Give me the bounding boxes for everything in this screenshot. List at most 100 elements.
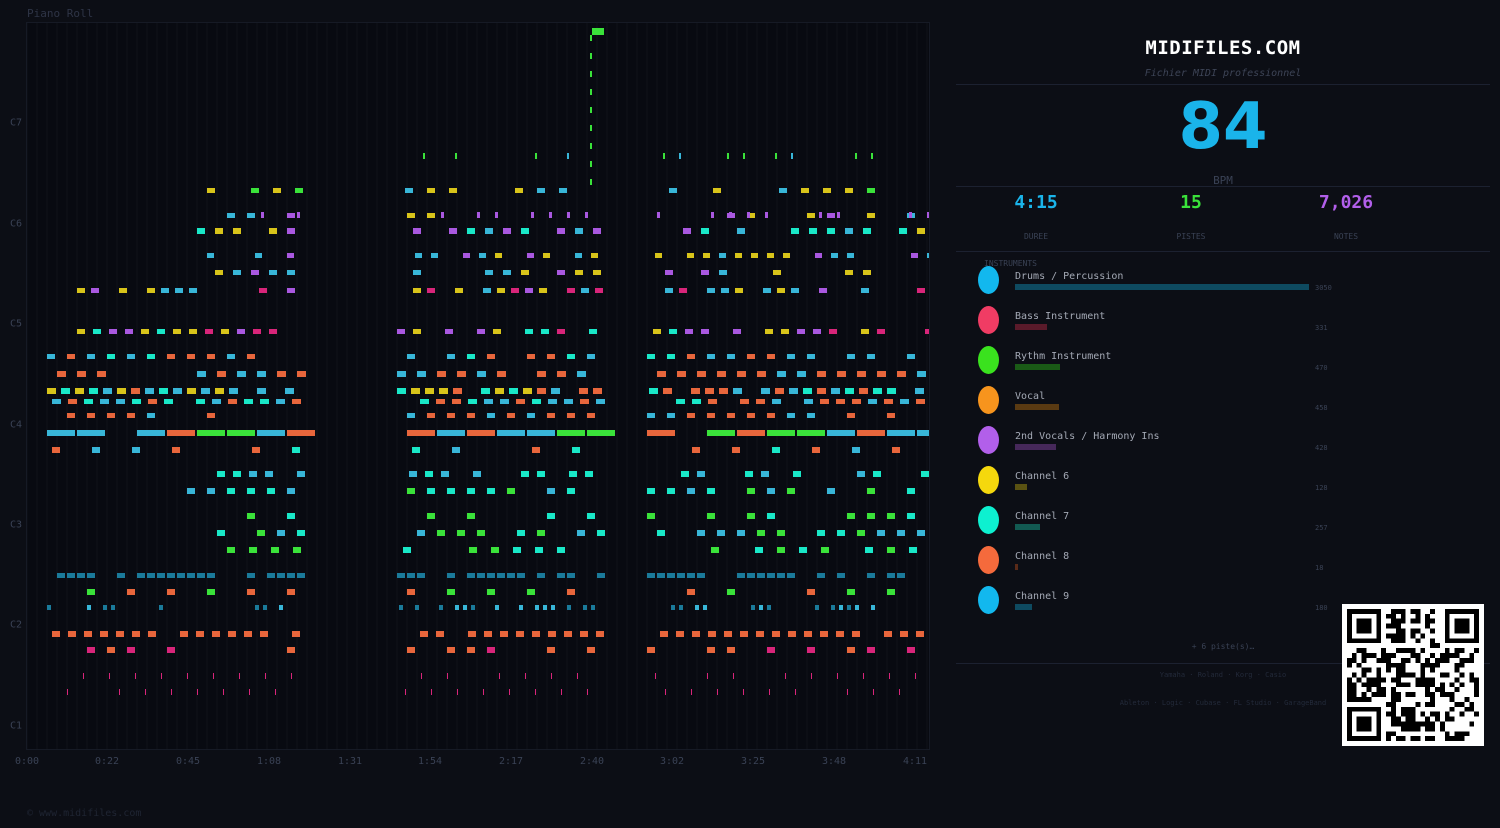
note (747, 413, 755, 418)
instrument-row: Channel 9 180 (978, 586, 1328, 626)
note (207, 589, 215, 595)
note (557, 371, 566, 377)
note (135, 673, 136, 679)
note (817, 573, 825, 578)
note (707, 430, 735, 436)
pitch-label: C5 (10, 318, 23, 330)
note (87, 589, 95, 595)
note (711, 547, 719, 553)
instrument-color-dot (978, 466, 999, 494)
note (449, 228, 457, 234)
note (453, 388, 462, 394)
pitch-label: C4 (10, 419, 23, 431)
note (772, 631, 780, 637)
note (583, 605, 587, 610)
note (807, 213, 815, 218)
note (497, 573, 505, 578)
note (917, 288, 925, 293)
instrument-name: Channel 7 (1015, 511, 1070, 522)
note (783, 253, 790, 258)
note (707, 288, 715, 293)
note (847, 605, 851, 610)
note (515, 188, 523, 193)
note (167, 354, 175, 359)
note (692, 631, 700, 637)
note (103, 605, 107, 610)
note (499, 673, 500, 679)
note (447, 673, 448, 679)
instrument-name: Channel 6 (1015, 471, 1070, 482)
note (132, 447, 140, 453)
note (547, 413, 555, 418)
note (707, 647, 715, 653)
note (551, 388, 560, 394)
note (747, 212, 750, 218)
note (707, 488, 715, 494)
note (407, 213, 415, 218)
pitch-label: C7 (10, 117, 23, 129)
note (67, 354, 75, 359)
note (244, 399, 253, 404)
note (407, 488, 415, 494)
note (413, 288, 421, 293)
note (692, 447, 700, 453)
note (665, 689, 666, 695)
note (431, 689, 432, 695)
note (857, 530, 865, 536)
note (897, 530, 905, 536)
note (244, 631, 252, 637)
note (697, 471, 705, 477)
note (657, 371, 666, 377)
piano-roll-title: Piano Roll (27, 7, 94, 20)
note (457, 530, 465, 536)
note (97, 371, 106, 377)
note (277, 573, 285, 578)
note (823, 188, 831, 193)
note (887, 430, 915, 436)
note (167, 573, 175, 578)
note (148, 631, 156, 637)
instrument-note-bar (1015, 324, 1047, 330)
note (772, 399, 781, 404)
note (201, 388, 210, 394)
note (265, 471, 273, 477)
note (772, 447, 780, 453)
note (292, 631, 300, 637)
divider (956, 84, 1490, 85)
note (420, 399, 429, 404)
note (727, 589, 735, 595)
note (703, 605, 707, 610)
note (590, 179, 592, 185)
note (537, 530, 545, 536)
note (547, 488, 555, 494)
note (907, 647, 915, 653)
note (873, 689, 874, 695)
note (521, 228, 529, 234)
note (657, 530, 665, 536)
note (503, 228, 511, 234)
note (577, 371, 586, 377)
note (669, 329, 677, 334)
note (847, 689, 848, 695)
note (439, 605, 443, 610)
note (249, 547, 257, 553)
note (587, 430, 615, 436)
note (813, 329, 821, 334)
time-label: 3:02 (659, 756, 685, 767)
note (877, 530, 885, 536)
note (577, 673, 578, 679)
note (228, 631, 236, 637)
note (867, 488, 875, 494)
stat-label: DUREE (1023, 232, 1049, 241)
note (575, 228, 583, 234)
note (468, 631, 476, 637)
note (921, 471, 929, 477)
note (83, 673, 84, 679)
note (871, 605, 875, 610)
note (747, 488, 755, 494)
note (521, 270, 529, 275)
stat-pistes: 15 PISTES (1131, 192, 1251, 241)
note (564, 631, 572, 637)
note (257, 530, 265, 536)
note (67, 413, 75, 418)
